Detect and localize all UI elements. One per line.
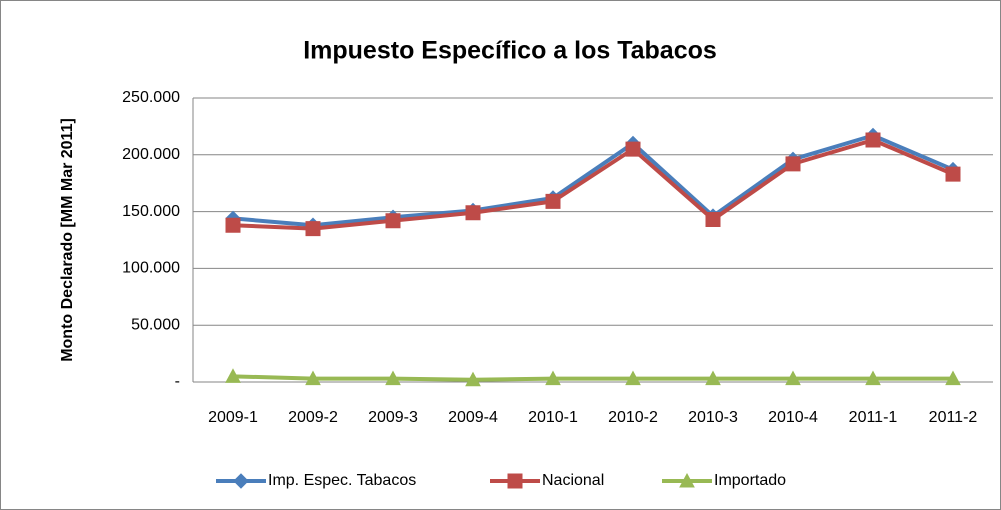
chart-title: Impuesto Específico a los Tabacos [303, 37, 717, 65]
data-point [465, 371, 481, 387]
data-point [465, 205, 481, 221]
data-point [385, 370, 401, 386]
x-tick-label: 2010-1 [528, 409, 578, 426]
y-tick-label: 150.000 [122, 203, 180, 220]
data-point [385, 213, 401, 229]
data-point [305, 370, 321, 386]
data-point [705, 370, 721, 386]
data-point [545, 370, 561, 386]
legend-label: Nacional [542, 472, 604, 489]
data-point [865, 132, 881, 148]
series-line [232, 374, 953, 382]
x-tick-label: 2010-4 [768, 409, 818, 426]
y-axis-label: Monto Declarado [MM Mar 2011] [59, 118, 76, 362]
data-point [625, 370, 641, 386]
legend-marker [233, 473, 249, 489]
x-tick-label: 2009-1 [208, 409, 258, 426]
y-tick-label: - [175, 373, 180, 390]
y-tick-label: 100.000 [122, 260, 180, 277]
y-tick-label: 50.000 [131, 316, 180, 333]
x-tick-label: 2009-3 [368, 409, 418, 426]
data-point [225, 368, 241, 383]
series-line [232, 138, 954, 231]
data-point [785, 370, 801, 386]
legend-label: Imp. Espec. Tabacos [268, 472, 416, 489]
x-tick-label: 2011-2 [929, 409, 978, 426]
data-point [305, 221, 321, 237]
data-point [225, 217, 241, 233]
data-point [625, 141, 641, 157]
x-tick-label: 2009-2 [288, 409, 338, 426]
data-point [945, 166, 961, 182]
data-point [545, 193, 561, 209]
x-tick-label: 2010-3 [688, 409, 738, 426]
legend-marker [679, 472, 695, 488]
data-point [865, 370, 881, 386]
x-tick-label: 2011-1 [849, 409, 898, 426]
legend-label: Importado [714, 472, 786, 489]
x-tick-label: 2009-4 [448, 409, 498, 426]
series-line [232, 133, 954, 228]
y-tick-label: 250.000 [122, 89, 180, 106]
x-tick-label: 2010-2 [608, 409, 658, 426]
data-point [785, 156, 801, 172]
y-tick-label: 200.000 [122, 146, 180, 163]
data-point [945, 370, 961, 386]
legend-marker [507, 473, 523, 489]
data-point [705, 212, 721, 228]
